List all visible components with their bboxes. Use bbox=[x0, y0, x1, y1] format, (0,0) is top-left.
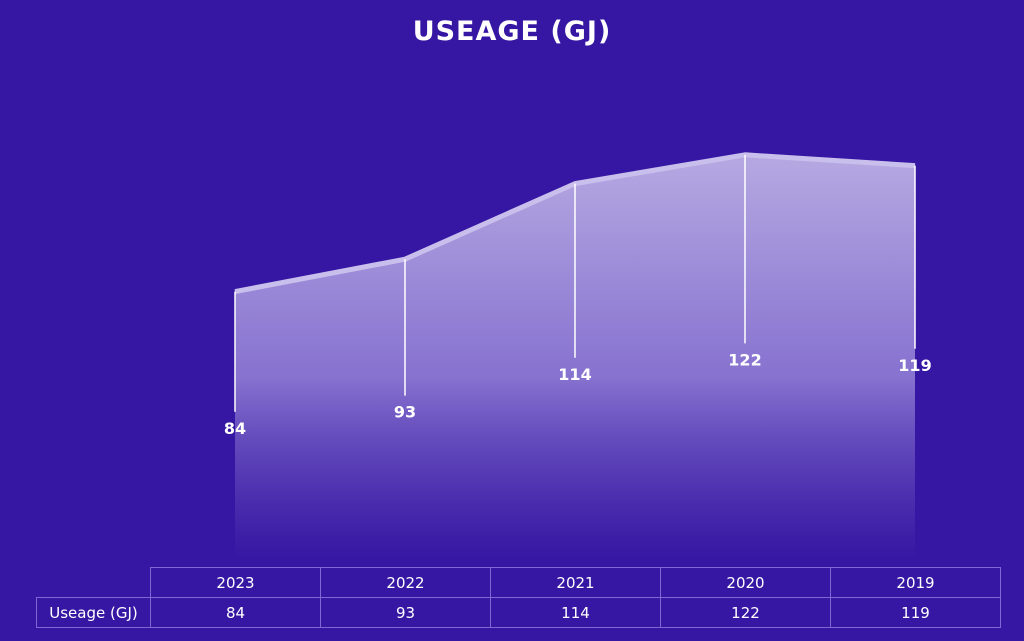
table-col-header: 2020 bbox=[660, 567, 831, 598]
data-label: 84 bbox=[224, 419, 246, 438]
table-cell: 122 bbox=[660, 597, 831, 628]
table-col-header: 2022 bbox=[320, 567, 491, 598]
data-label: 93 bbox=[394, 403, 416, 422]
table-col-header: 2023 bbox=[150, 567, 321, 598]
data-label: 122 bbox=[728, 350, 761, 369]
table-corner bbox=[37, 568, 151, 598]
data-label: 119 bbox=[898, 356, 931, 375]
table-header-row: 2023 2022 2021 2020 2019 bbox=[37, 567, 1001, 598]
data-table: 2023 2022 2021 2020 2019 Useage (GJ) 84 … bbox=[36, 567, 1001, 628]
table-cell: 93 bbox=[320, 597, 491, 628]
table-cell: 114 bbox=[490, 597, 661, 628]
data-label: 114 bbox=[558, 365, 591, 384]
table-row-header: Useage (GJ) bbox=[36, 597, 151, 628]
table-col-header: 2019 bbox=[830, 567, 1001, 598]
table-cell: 84 bbox=[150, 597, 321, 628]
table-col-header: 2021 bbox=[490, 567, 661, 598]
table-row: Useage (GJ) 84 93 114 122 119 bbox=[36, 597, 1001, 628]
table-cell: 119 bbox=[830, 597, 1001, 628]
chart-title: USEAGE (GJ) bbox=[412, 16, 612, 47]
